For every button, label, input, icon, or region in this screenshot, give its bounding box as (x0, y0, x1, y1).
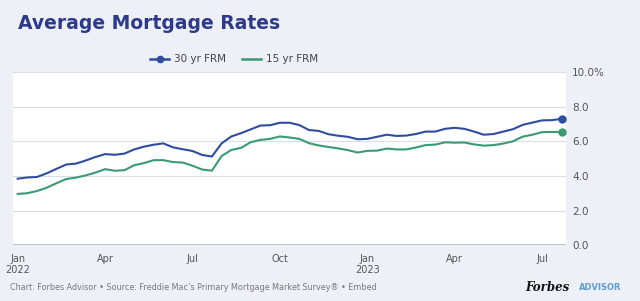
Text: Jan
2022: Jan 2022 (5, 254, 30, 275)
Text: Average Mortgage Rates: Average Mortgage Rates (19, 14, 280, 33)
Text: ADVISOR: ADVISOR (579, 283, 621, 292)
Text: Apr: Apr (446, 254, 463, 264)
Text: Oct: Oct (271, 254, 289, 264)
Text: Jul: Jul (536, 254, 548, 264)
Text: Forbes: Forbes (525, 281, 569, 294)
Text: Jan
2023: Jan 2023 (355, 254, 380, 275)
Text: Apr: Apr (97, 254, 113, 264)
Text: Chart: Forbes Advisor • Source: Freddie Mac’s Primary Mortgage Market Survey® • : Chart: Forbes Advisor • Source: Freddie … (10, 283, 376, 292)
Text: Jul: Jul (186, 254, 198, 264)
Legend: 30 yr FRM, 15 yr FRM: 30 yr FRM, 15 yr FRM (147, 50, 323, 69)
